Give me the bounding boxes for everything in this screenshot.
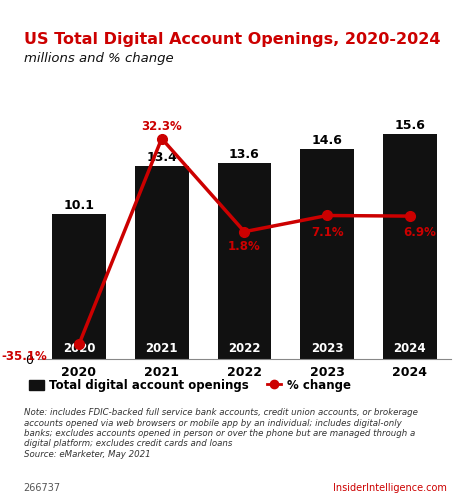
Text: 7.1%: 7.1% (311, 226, 344, 239)
Text: 10.1: 10.1 (63, 199, 94, 212)
Bar (218, 163, 271, 359)
Bar (135, 166, 188, 359)
Text: 6.9%: 6.9% (403, 227, 436, 240)
Text: 32.3%: 32.3% (141, 120, 182, 133)
Text: 13.6: 13.6 (229, 148, 260, 161)
Bar (52, 214, 106, 359)
Bar (300, 149, 354, 359)
Text: 1.8%: 1.8% (228, 241, 261, 253)
Text: 13.4: 13.4 (146, 151, 177, 164)
Text: 15.6: 15.6 (394, 119, 425, 132)
Text: 14.6: 14.6 (312, 134, 343, 147)
Text: InsiderIntelligence.com: InsiderIntelligence.com (333, 483, 446, 493)
Text: 2024: 2024 (393, 342, 426, 355)
Text: -35.1%: -35.1% (2, 350, 47, 363)
Bar (383, 134, 437, 359)
Text: Note: includes FDIC-backed full service bank accounts, credit union accounts, or: Note: includes FDIC-backed full service … (24, 408, 417, 459)
Legend: Total digital account openings, % change: Total digital account openings, % change (30, 379, 351, 392)
Text: millions and % change: millions and % change (24, 52, 173, 65)
Text: 2020: 2020 (63, 342, 95, 355)
Text: 2021: 2021 (145, 342, 178, 355)
Text: 2023: 2023 (311, 342, 344, 355)
Text: 266737: 266737 (24, 483, 61, 493)
Text: 2022: 2022 (228, 342, 261, 355)
Text: US Total Digital Account Openings, 2020-2024: US Total Digital Account Openings, 2020-… (24, 32, 440, 47)
